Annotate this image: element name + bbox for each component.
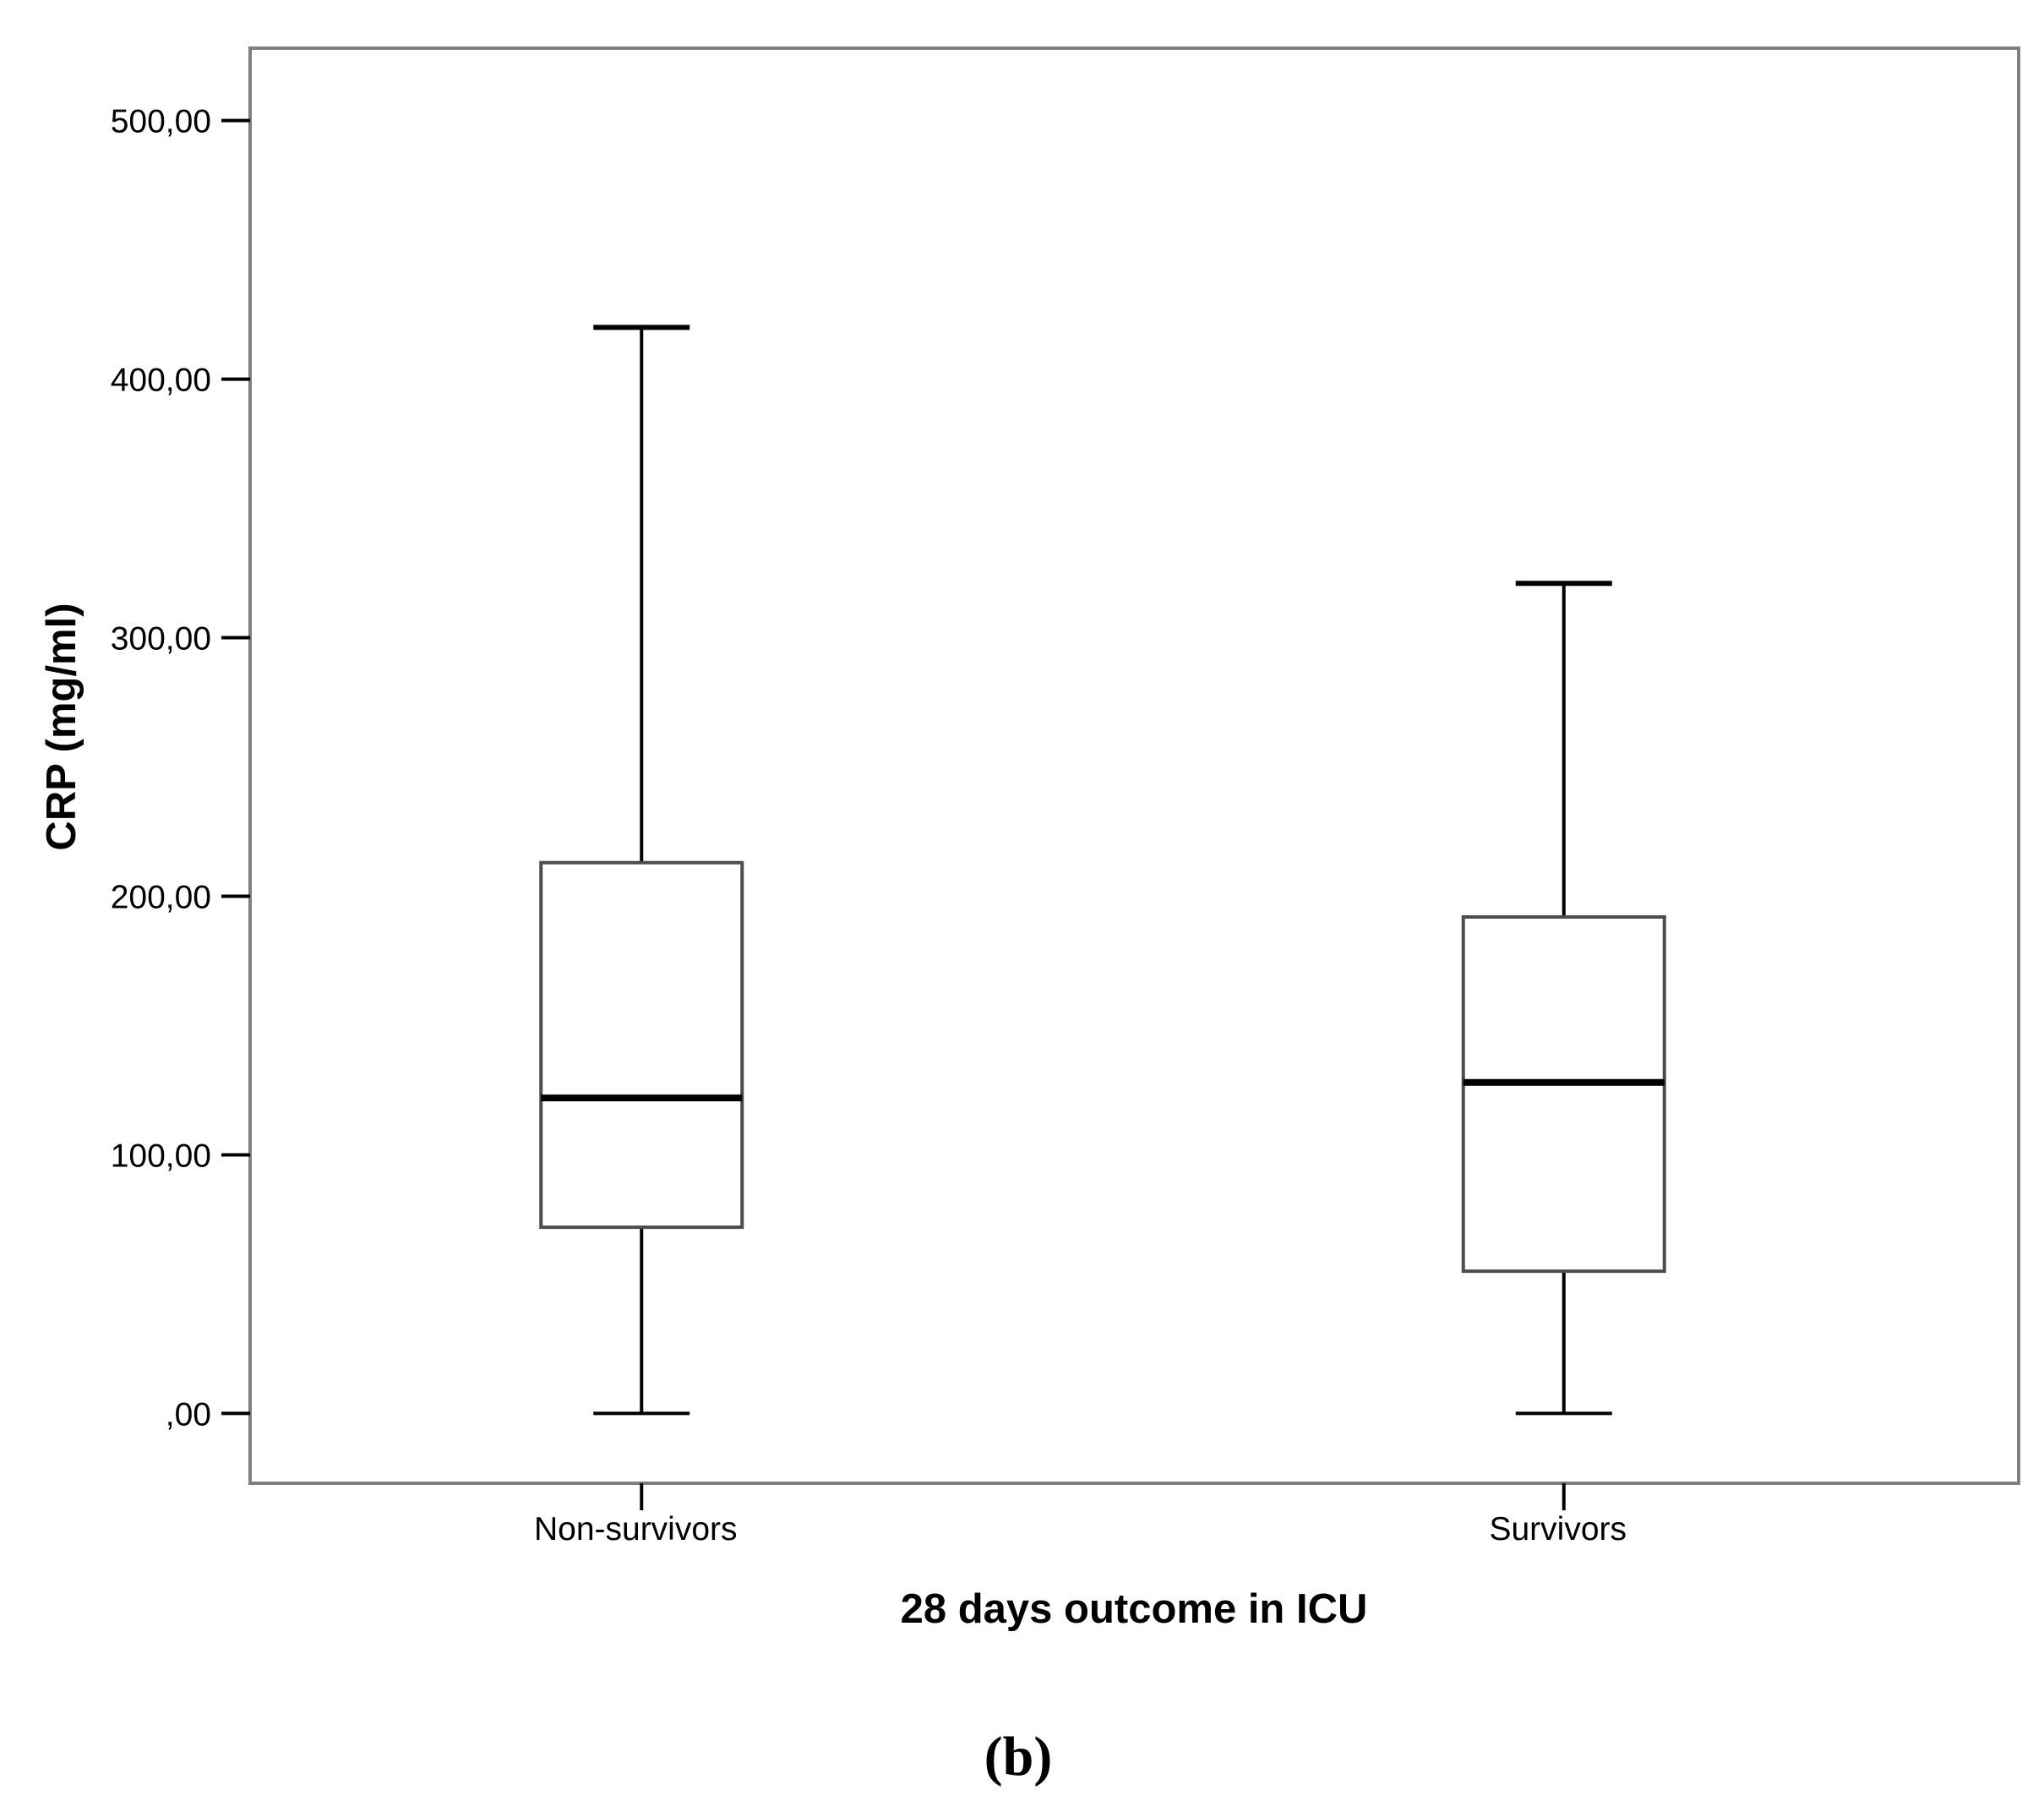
y-tick-label: 200,00 — [111, 880, 211, 916]
x-axis-title: 28 days outcome in ICU — [901, 1586, 1368, 1632]
y-axis: ,00 100,00 200,00 300,00 400,00 500,00 — [111, 104, 250, 1433]
x-tick-label: Non-survivors — [534, 1511, 738, 1547]
y-tick-label: 400,00 — [111, 363, 211, 399]
iqr-box — [539, 860, 744, 1230]
y-tick-label: ,00 — [166, 1396, 211, 1433]
y-axis-title: CRP (mg/ml) — [39, 603, 84, 850]
panel-label: (b) — [984, 1726, 1053, 1787]
x-tick-label: Survivors — [1489, 1511, 1627, 1547]
box-non-survivors — [539, 325, 744, 1416]
y-tick-label: 100,00 — [111, 1138, 211, 1174]
box-survivors — [1461, 581, 1666, 1416]
y-tick-label: 500,00 — [111, 104, 211, 140]
x-axis: Non-survivors Survivors — [534, 1483, 1627, 1547]
y-tick-label: 300,00 — [111, 621, 211, 658]
iqr-box — [1461, 914, 1666, 1274]
boxes — [539, 325, 1666, 1416]
plot-frame — [248, 46, 2020, 1485]
